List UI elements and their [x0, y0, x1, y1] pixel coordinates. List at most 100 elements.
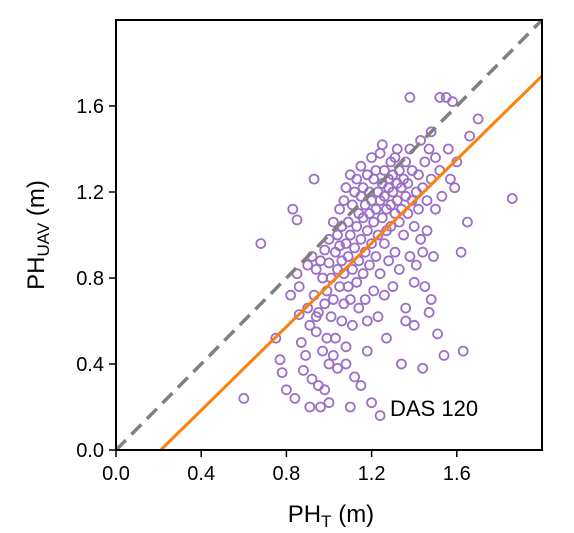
data-point	[340, 358, 352, 370]
data-point	[297, 364, 309, 376]
data-point	[421, 195, 433, 207]
data-point	[334, 281, 346, 293]
x-tick-label: 0.4	[187, 463, 215, 485]
x-axis-label: PHT (m)	[288, 501, 374, 531]
data-point	[442, 143, 454, 155]
data-point	[304, 319, 316, 331]
data-point	[293, 281, 305, 293]
data-point	[289, 392, 301, 404]
data-point	[351, 173, 363, 185]
data-point	[368, 216, 380, 228]
data-point	[374, 268, 386, 280]
data-point	[438, 349, 450, 361]
annotation-label: DAS 120	[390, 396, 478, 421]
data-point	[285, 289, 297, 301]
data-point	[351, 220, 363, 232]
data-point	[464, 130, 476, 142]
data-point	[323, 257, 335, 269]
data-point	[430, 152, 441, 164]
y-axis-label: PHUAV (m)	[23, 180, 53, 290]
y-axis-label-main: PH	[23, 257, 50, 290]
data-point	[391, 195, 403, 207]
y-tick-label: 0.8	[76, 268, 104, 290]
data-point	[334, 240, 346, 252]
data-point	[461, 216, 473, 228]
data-point	[310, 326, 322, 338]
data-point	[340, 341, 352, 353]
data-point	[342, 251, 354, 262]
y-tick-label: 0.0	[76, 440, 104, 462]
x-axis-label-main: PH	[288, 501, 321, 528]
data-point	[319, 244, 331, 256]
data-point	[306, 373, 318, 385]
data-point	[372, 311, 384, 323]
x-tick-label: 1.6	[443, 463, 471, 485]
data-point	[238, 392, 250, 404]
data-point	[408, 220, 420, 232]
data-point	[364, 259, 375, 271]
data-point	[323, 397, 335, 409]
data-point	[255, 238, 267, 250]
data-point	[327, 349, 339, 361]
data-point	[408, 319, 420, 331]
data-point	[334, 203, 346, 215]
y-axis-ticks: 0.0 0.4 0.8 1.2 1.6	[76, 96, 116, 462]
data-point	[357, 268, 369, 280]
data-point	[276, 367, 288, 379]
data-point	[340, 182, 352, 194]
data-point	[280, 384, 292, 396]
y-axis-label-subscript: UAV	[34, 222, 53, 256]
y-tick-label: 1.2	[76, 182, 104, 204]
data-point	[457, 345, 469, 357]
data-point	[400, 315, 412, 327]
data-point	[344, 229, 356, 241]
x-axis-ticks: 0.0 0.4 0.8 1.2 1.6	[102, 450, 471, 485]
regression-line	[159, 74, 544, 452]
data-point	[355, 380, 367, 391]
data-point	[421, 225, 433, 237]
data-point	[417, 246, 429, 258]
data-point	[370, 203, 382, 215]
data-point	[378, 289, 390, 301]
data-point	[376, 212, 388, 224]
data-point	[455, 246, 467, 258]
data-point	[449, 182, 461, 194]
data-point	[302, 259, 314, 271]
data-point	[310, 311, 322, 323]
data-point	[270, 332, 282, 344]
data-point	[376, 139, 388, 151]
data-point	[385, 220, 397, 232]
data-point	[325, 311, 337, 323]
data-point	[342, 216, 354, 228]
data-point	[444, 173, 456, 185]
data-point	[336, 315, 348, 327]
data-point	[427, 251, 439, 262]
data-point	[344, 401, 356, 413]
data-point	[378, 238, 390, 250]
data-point	[378, 165, 390, 176]
data-point	[425, 126, 437, 138]
data-point	[395, 358, 407, 370]
data-point	[349, 242, 361, 254]
data-point	[338, 195, 350, 207]
data-point	[302, 302, 314, 314]
data-point	[419, 156, 431, 168]
data-point	[436, 190, 448, 202]
data-point	[340, 238, 352, 250]
data-point	[423, 306, 435, 318]
data-point	[315, 401, 326, 413]
data-point	[410, 259, 422, 271]
data-point	[506, 193, 518, 204]
data-point	[404, 251, 416, 262]
data-point	[327, 294, 339, 305]
data-point	[417, 362, 429, 374]
data-point	[402, 177, 414, 189]
data-point	[368, 285, 380, 297]
data-point	[434, 92, 446, 103]
data-point	[413, 203, 424, 215]
data-point	[370, 251, 382, 262]
data-point	[425, 294, 437, 305]
data-point	[408, 276, 420, 288]
data-point	[346, 263, 358, 275]
